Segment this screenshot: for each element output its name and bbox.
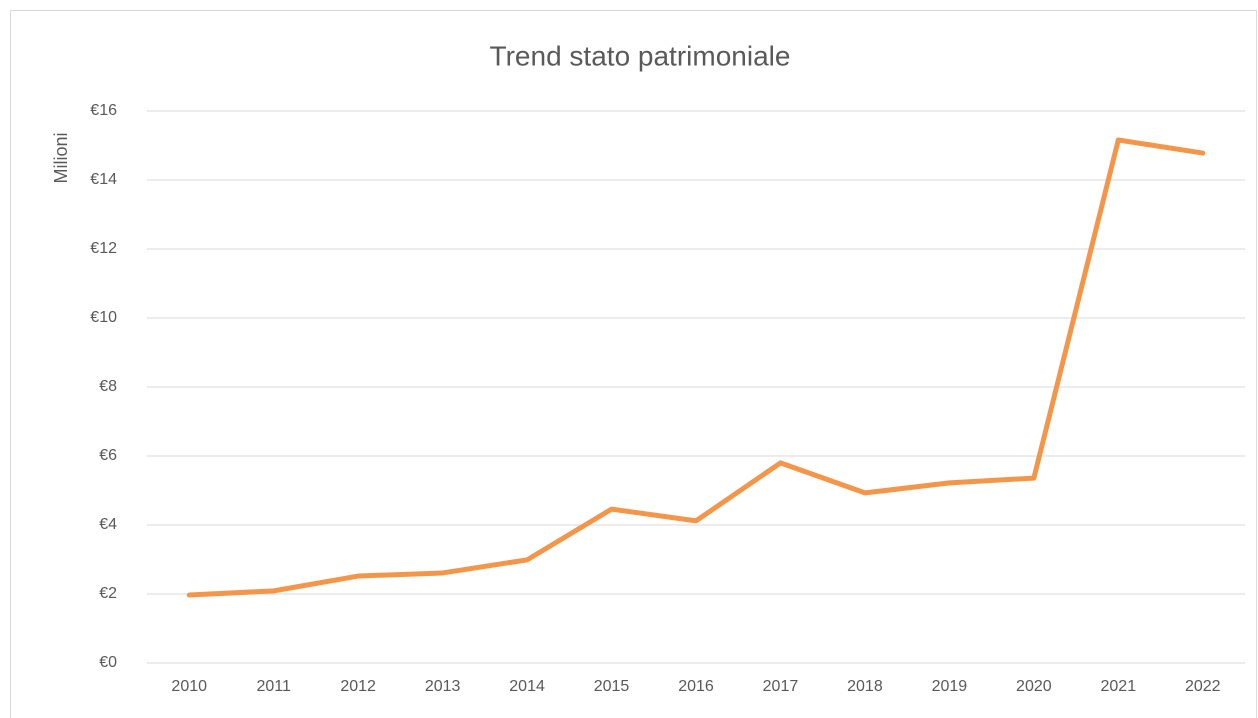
x-tick-label: 2013 [425,678,461,695]
x-tick-label: 2017 [763,678,799,695]
x-tick-label: 2011 [256,678,291,695]
x-tick-label: 2012 [340,678,376,695]
y-tick-label: €2 [99,585,117,602]
y-tick-label: €0 [99,654,117,671]
y-tick-label: €6 [99,447,117,464]
x-tick-label: 2022 [1185,678,1221,695]
y-tick-label: €16 [90,102,117,119]
chart-title: Trend stato patrimoniale [490,40,791,71]
chart-frame [10,10,1257,718]
y-tick-label: €8 [99,378,117,395]
x-tick-label: 2020 [1016,678,1052,695]
x-tick-label: 2016 [678,678,714,695]
y-tick-label: €14 [90,171,117,188]
x-tick-label: 2015 [594,678,630,695]
x-tick-label: 2010 [171,678,207,695]
y-axis-label: Milioni [51,132,71,183]
x-tick-label: 2021 [1101,678,1137,695]
x-tick-label: 2019 [932,678,968,695]
data-line [186,137,1206,598]
y-tick-label: €12 [90,240,117,257]
x-tick-label: 2014 [509,678,545,695]
y-tick-label: €4 [99,516,117,533]
y-tick-label: €10 [90,309,117,326]
x-tick-label: 2018 [847,678,883,695]
